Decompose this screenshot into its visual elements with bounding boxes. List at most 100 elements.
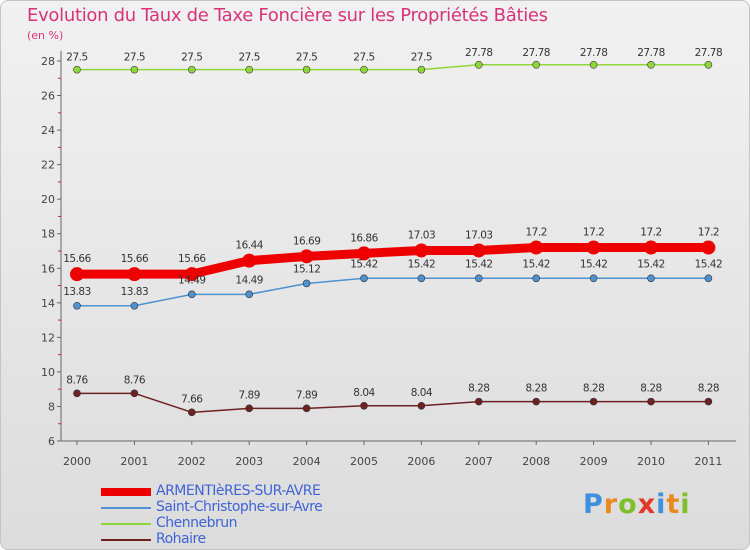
point-saint-christophe-2008 <box>532 274 541 283</box>
series-line-chennebrun <box>76 64 710 71</box>
data-label-chennebrun-2006: 27.5 <box>411 52 432 64</box>
data-label-rohaire-2000: 8.76 <box>66 374 88 386</box>
x-tick-label-2011: 2011 <box>694 455 722 468</box>
point-chennebrun-2010 <box>647 60 655 69</box>
point-saint-christophe-2002 <box>188 290 196 299</box>
data-label-saint-christophe-2007: 15.42 <box>465 258 493 270</box>
point-rohaire-2009 <box>589 397 598 406</box>
point-armentieres-2002 <box>184 267 199 282</box>
point-rohaire-2006 <box>417 401 426 410</box>
data-label-saint-christophe-2000: 13.83 <box>63 286 91 298</box>
x-tick-label-2008: 2008 <box>522 455 550 468</box>
y-tick-label-10: 10 <box>41 366 55 379</box>
y-tick-label-22: 22 <box>41 159 55 172</box>
point-saint-christophe-2003 <box>245 290 253 299</box>
legend-label-armentieres: ARMENTIèRES-SUR-AVRE <box>156 483 321 499</box>
x-tick-label-2003: 2003 <box>235 455 263 468</box>
data-label-rohaire-2007: 8.28 <box>468 383 489 395</box>
y-tick-label-14: 14 <box>41 297 55 310</box>
logo-letter: o <box>618 489 638 520</box>
y-tick-label-8: 8 <box>48 400 55 413</box>
data-label-saint-christophe-2004: 15.12 <box>293 263 321 275</box>
data-label-saint-christophe-2001: 13.83 <box>121 286 149 298</box>
data-label-chennebrun-2009: 27.78 <box>580 47 608 59</box>
x-tick-label-2004: 2004 <box>293 455 321 468</box>
data-label-chennebrun-2003: 27.5 <box>239 52 260 64</box>
logo-letter: t <box>666 489 681 520</box>
x-tick-label-2000: 2000 <box>63 455 91 468</box>
x-tick-label-2009: 2009 <box>580 455 608 468</box>
point-saint-christophe-2010 <box>647 274 655 283</box>
y-tick-label-6: 6 <box>48 435 55 448</box>
point-saint-christophe-2011 <box>704 274 713 283</box>
y-tick-label-12: 12 <box>41 331 55 344</box>
data-label-armentieres-2011: 17.2 <box>698 227 719 239</box>
x-tick-label-2002: 2002 <box>178 455 206 468</box>
data-label-armentieres-2002: 15.66 <box>178 253 206 265</box>
legend-label-chennebrun: Chennebrun <box>156 515 238 531</box>
data-label-armentieres-2007: 17.03 <box>465 229 493 241</box>
point-armentieres-2009 <box>586 240 601 255</box>
logo-letter: P <box>583 489 604 520</box>
logo-letter: r <box>603 489 619 520</box>
point-saint-christophe-2009 <box>589 274 598 283</box>
chart-title: Evolution du Taux de Taxe Foncière sur l… <box>27 5 548 26</box>
point-rohaire-2004 <box>302 404 311 413</box>
point-armentieres-2010 <box>644 240 658 255</box>
point-chennebrun-2006 <box>417 65 426 74</box>
data-label-chennebrun-2008: 27.78 <box>522 47 550 59</box>
data-label-chennebrun-2000: 27.5 <box>66 52 87 64</box>
point-chennebrun-2007 <box>474 60 483 69</box>
point-chennebrun-2002 <box>188 65 196 74</box>
unit-label: (en %) <box>27 29 64 42</box>
point-saint-christophe-2000 <box>73 301 81 310</box>
data-label-chennebrun-2004: 27.5 <box>296 52 317 64</box>
logo-letter: i <box>680 489 691 520</box>
point-armentieres-2005 <box>357 246 371 261</box>
data-label-armentieres-2009: 17.2 <box>583 227 604 239</box>
series-line-saint-christophe <box>76 277 710 307</box>
point-chennebrun-2008 <box>532 60 541 69</box>
data-label-saint-christophe-2008: 15.42 <box>522 258 550 270</box>
data-label-rohaire-2002: 7.66 <box>181 393 203 405</box>
legend-label-rohaire: Rohaire <box>156 531 206 547</box>
data-label-chennebrun-2007: 27.78 <box>465 47 493 59</box>
logo-letter: x <box>637 489 657 520</box>
data-label-rohaire-2003: 7.89 <box>239 389 260 401</box>
point-chennebrun-2001 <box>130 65 139 74</box>
series-line-rohaire <box>76 392 710 414</box>
data-label-armentieres-2008: 17.2 <box>526 227 547 239</box>
y-tick-label-16: 16 <box>41 262 55 275</box>
data-label-saint-christophe-2009: 15.42 <box>580 258 608 270</box>
proxiti-logo: Proxiti <box>583 489 691 520</box>
legend-item-chennebrun: Chennebrun <box>101 515 401 533</box>
point-chennebrun-2003 <box>245 65 253 74</box>
data-label-saint-christophe-2010: 15.42 <box>637 258 665 270</box>
point-rohaire-2007 <box>474 397 483 406</box>
y-tick-label-24: 24 <box>41 124 55 137</box>
point-rohaire-2003 <box>245 404 253 413</box>
data-label-rohaire-2001: 8.76 <box>124 374 146 386</box>
point-chennebrun-2000 <box>73 65 81 74</box>
x-tick-label-2007: 2007 <box>465 455 493 468</box>
legend-swatch-chennebrun <box>101 523 151 525</box>
point-saint-christophe-2007 <box>474 274 483 283</box>
x-tick-label-2005: 2005 <box>350 455 378 468</box>
data-label-armentieres-2010: 17.2 <box>640 227 661 239</box>
x-tick-label-2001: 2001 <box>120 455 148 468</box>
series-line-armentieres <box>72 243 713 279</box>
point-rohaire-2001 <box>130 389 139 398</box>
legend-item-armentieres: ARMENTIèRES-SUR-AVRE <box>101 483 401 501</box>
point-rohaire-2002 <box>188 408 196 417</box>
data-label-armentieres-2006: 17.03 <box>408 229 436 241</box>
data-label-saint-christophe-2002: 14.49 <box>178 274 206 286</box>
point-armentieres-2011 <box>701 240 716 255</box>
point-saint-christophe-2001 <box>130 301 139 310</box>
data-label-armentieres-2001: 15.66 <box>121 253 149 265</box>
point-armentieres-2008 <box>529 240 544 255</box>
data-label-rohaire-2005: 8.04 <box>353 387 375 399</box>
data-label-armentieres-2004: 16.69 <box>293 235 321 247</box>
point-rohaire-2008 <box>532 397 541 406</box>
